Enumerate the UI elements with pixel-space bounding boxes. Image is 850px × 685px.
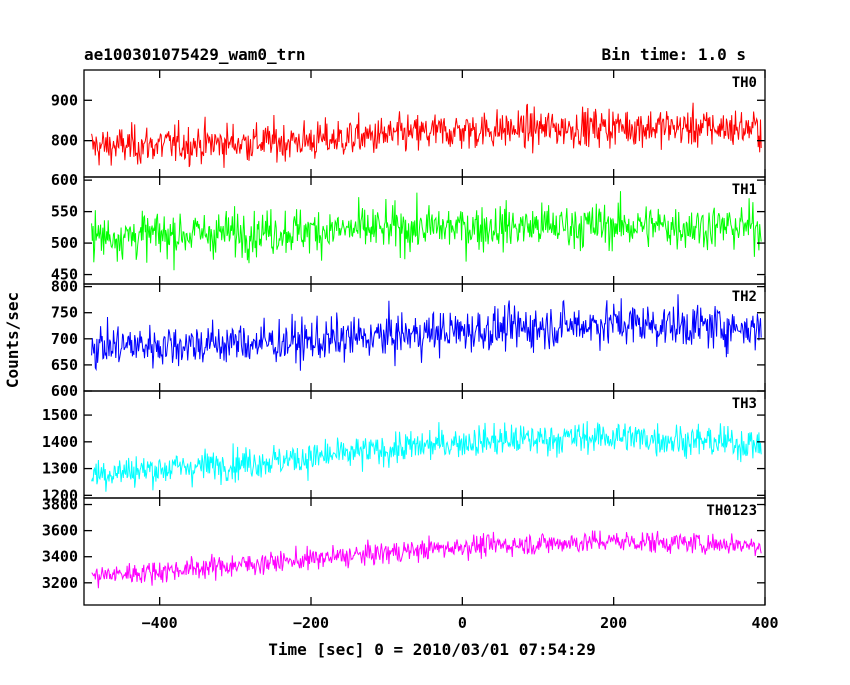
bin-time-label: Bin time: 1.0 s	[602, 45, 747, 64]
y-tick-label-th0: 900	[51, 91, 78, 109]
x-tick-label: −200	[293, 614, 329, 632]
y-tick-label-th3: 1200	[42, 486, 78, 504]
panel-label-th2: TH2	[732, 289, 757, 305]
panel-frame-th1	[83, 176, 766, 285]
x-tick-label: 200	[600, 614, 627, 632]
y-tick-label-th0123: 3400	[42, 548, 78, 566]
y-tick-label-th0123: 3800	[42, 496, 78, 514]
y-tick-label-th1: 600	[51, 171, 78, 189]
y-tick-label-th0: 800	[51, 132, 78, 150]
y-tick-label-th2: 750	[51, 304, 78, 322]
y-axis-title: Counts/sec	[3, 292, 22, 388]
y-tick-label-th1: 500	[51, 234, 78, 252]
y-tick-label-th2: 800	[51, 278, 78, 296]
light-curve-th0123	[91, 530, 762, 589]
chart-title: ae100301075429_wam0_trn	[84, 45, 306, 64]
x-tick-label: 400	[751, 614, 778, 632]
y-tick-label-th0123: 3200	[42, 574, 78, 592]
panel-label-th1: TH1	[732, 182, 757, 198]
y-tick-label-th1: 550	[51, 203, 78, 221]
y-tick-label-th3: 1300	[42, 460, 78, 478]
x-tick-label: 0	[458, 614, 467, 632]
panel-label-th0: TH0	[732, 75, 757, 91]
y-tick-label-th0123: 3600	[42, 522, 78, 540]
y-tick-label-th2: 650	[51, 356, 78, 374]
panel-frame-th0123	[83, 497, 766, 606]
y-tick-label-th1: 450	[51, 266, 78, 284]
x-tick-label: −400	[142, 614, 178, 632]
panels-group: 800 900 TH0 450 500 550 600 TH1 600 650 700 750 800 T…	[42, 69, 779, 632]
panel-label-th3: TH3	[732, 396, 757, 412]
light-curve-th0	[91, 102, 762, 168]
panel-frame-th0	[83, 69, 766, 178]
light-curve-th2	[91, 294, 762, 372]
x-axis-title: Time [sec] 0 = 2010/03/01 07:54:29	[268, 640, 596, 659]
light-curve-th3	[91, 421, 762, 492]
y-tick-label-th2: 600	[51, 382, 78, 400]
light-curve-th1	[91, 191, 762, 271]
y-tick-label-th2: 700	[51, 330, 78, 348]
y-tick-label-th3: 1400	[42, 433, 78, 451]
y-tick-label-th3: 1500	[42, 406, 78, 424]
panel-label-th0123: TH0123	[706, 503, 757, 519]
